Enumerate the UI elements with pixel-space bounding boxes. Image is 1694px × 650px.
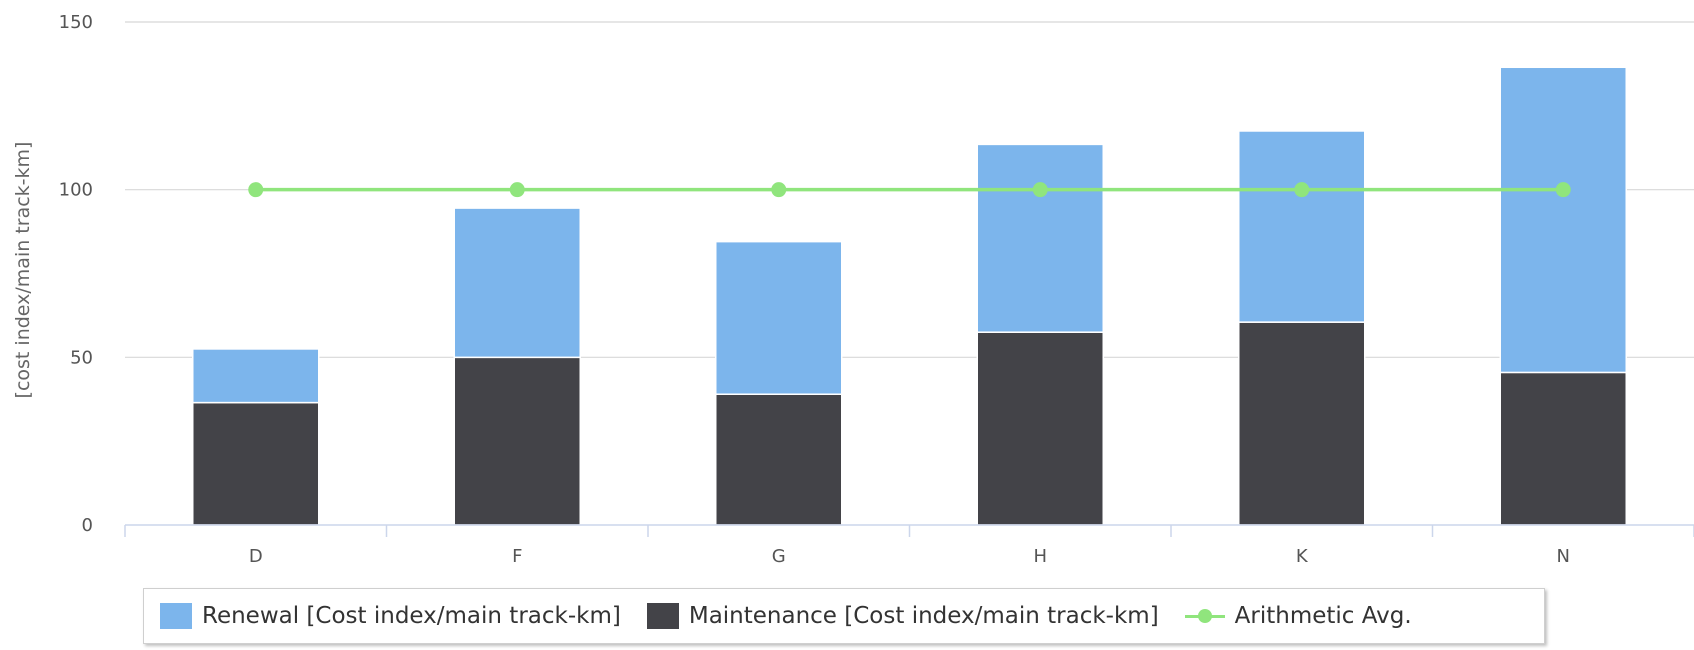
bar-renewal xyxy=(715,240,843,395)
bar-maintenance xyxy=(192,401,320,526)
average-point xyxy=(248,182,264,198)
bar-renewal xyxy=(976,143,1104,333)
renewal-swatch-icon xyxy=(160,603,192,629)
bar-maintenance xyxy=(1499,371,1627,526)
bar-maintenance xyxy=(976,331,1104,526)
y-tick-label: 0 xyxy=(82,515,93,536)
legend-item-maintenance[interactable]: Maintenance [Cost index/main track-km] xyxy=(646,603,1159,629)
x-tick-label: F xyxy=(512,546,522,567)
bar-renewal xyxy=(1499,66,1627,374)
legend-item-renewal[interactable]: Renewal [Cost index/main track-km] xyxy=(160,603,621,629)
average-point xyxy=(1032,182,1048,198)
bar-maintenance xyxy=(715,393,843,526)
maintenance-swatch-icon xyxy=(646,603,679,629)
average-point xyxy=(1555,182,1571,198)
average-line-marker-icon xyxy=(1184,603,1225,629)
average-point xyxy=(509,182,525,198)
x-tick-label: D xyxy=(249,546,263,567)
legend-item-average[interactable]: Arithmetic Avg. xyxy=(1184,603,1412,629)
bar-renewal xyxy=(453,207,581,359)
stacked-bar-chart: 0 50 100 150 D F G H K N [cost index/main track-… xyxy=(12,12,1694,567)
x-tick-label: N xyxy=(1557,546,1570,567)
bar-maintenance xyxy=(453,356,581,526)
x-tick-label: K xyxy=(1296,546,1309,567)
bar-maintenance xyxy=(1238,321,1366,526)
legend-label-maintenance: Maintenance [Cost index/main track-km] xyxy=(688,603,1159,629)
bar-renewal xyxy=(1238,130,1366,323)
legend: Renewal [Cost index/main track-km] Maint… xyxy=(143,588,1545,644)
bars xyxy=(192,66,1627,526)
y-tick-label: 50 xyxy=(70,347,93,368)
legend-label-average: Arithmetic Avg. xyxy=(1234,603,1412,629)
bar-renewal xyxy=(192,348,320,404)
average-point xyxy=(1294,182,1310,198)
average-point xyxy=(771,182,787,198)
x-tick-label: H xyxy=(1033,546,1047,567)
x-tick-label: G xyxy=(772,546,786,567)
y-axis-title: [cost index/main track-km] xyxy=(12,142,34,399)
average-line xyxy=(248,182,1571,198)
y-tick-label: 100 xyxy=(59,180,93,201)
y-tick-label: 150 xyxy=(59,12,93,33)
legend-label-renewal: Renewal [Cost index/main track-km] xyxy=(202,603,621,629)
